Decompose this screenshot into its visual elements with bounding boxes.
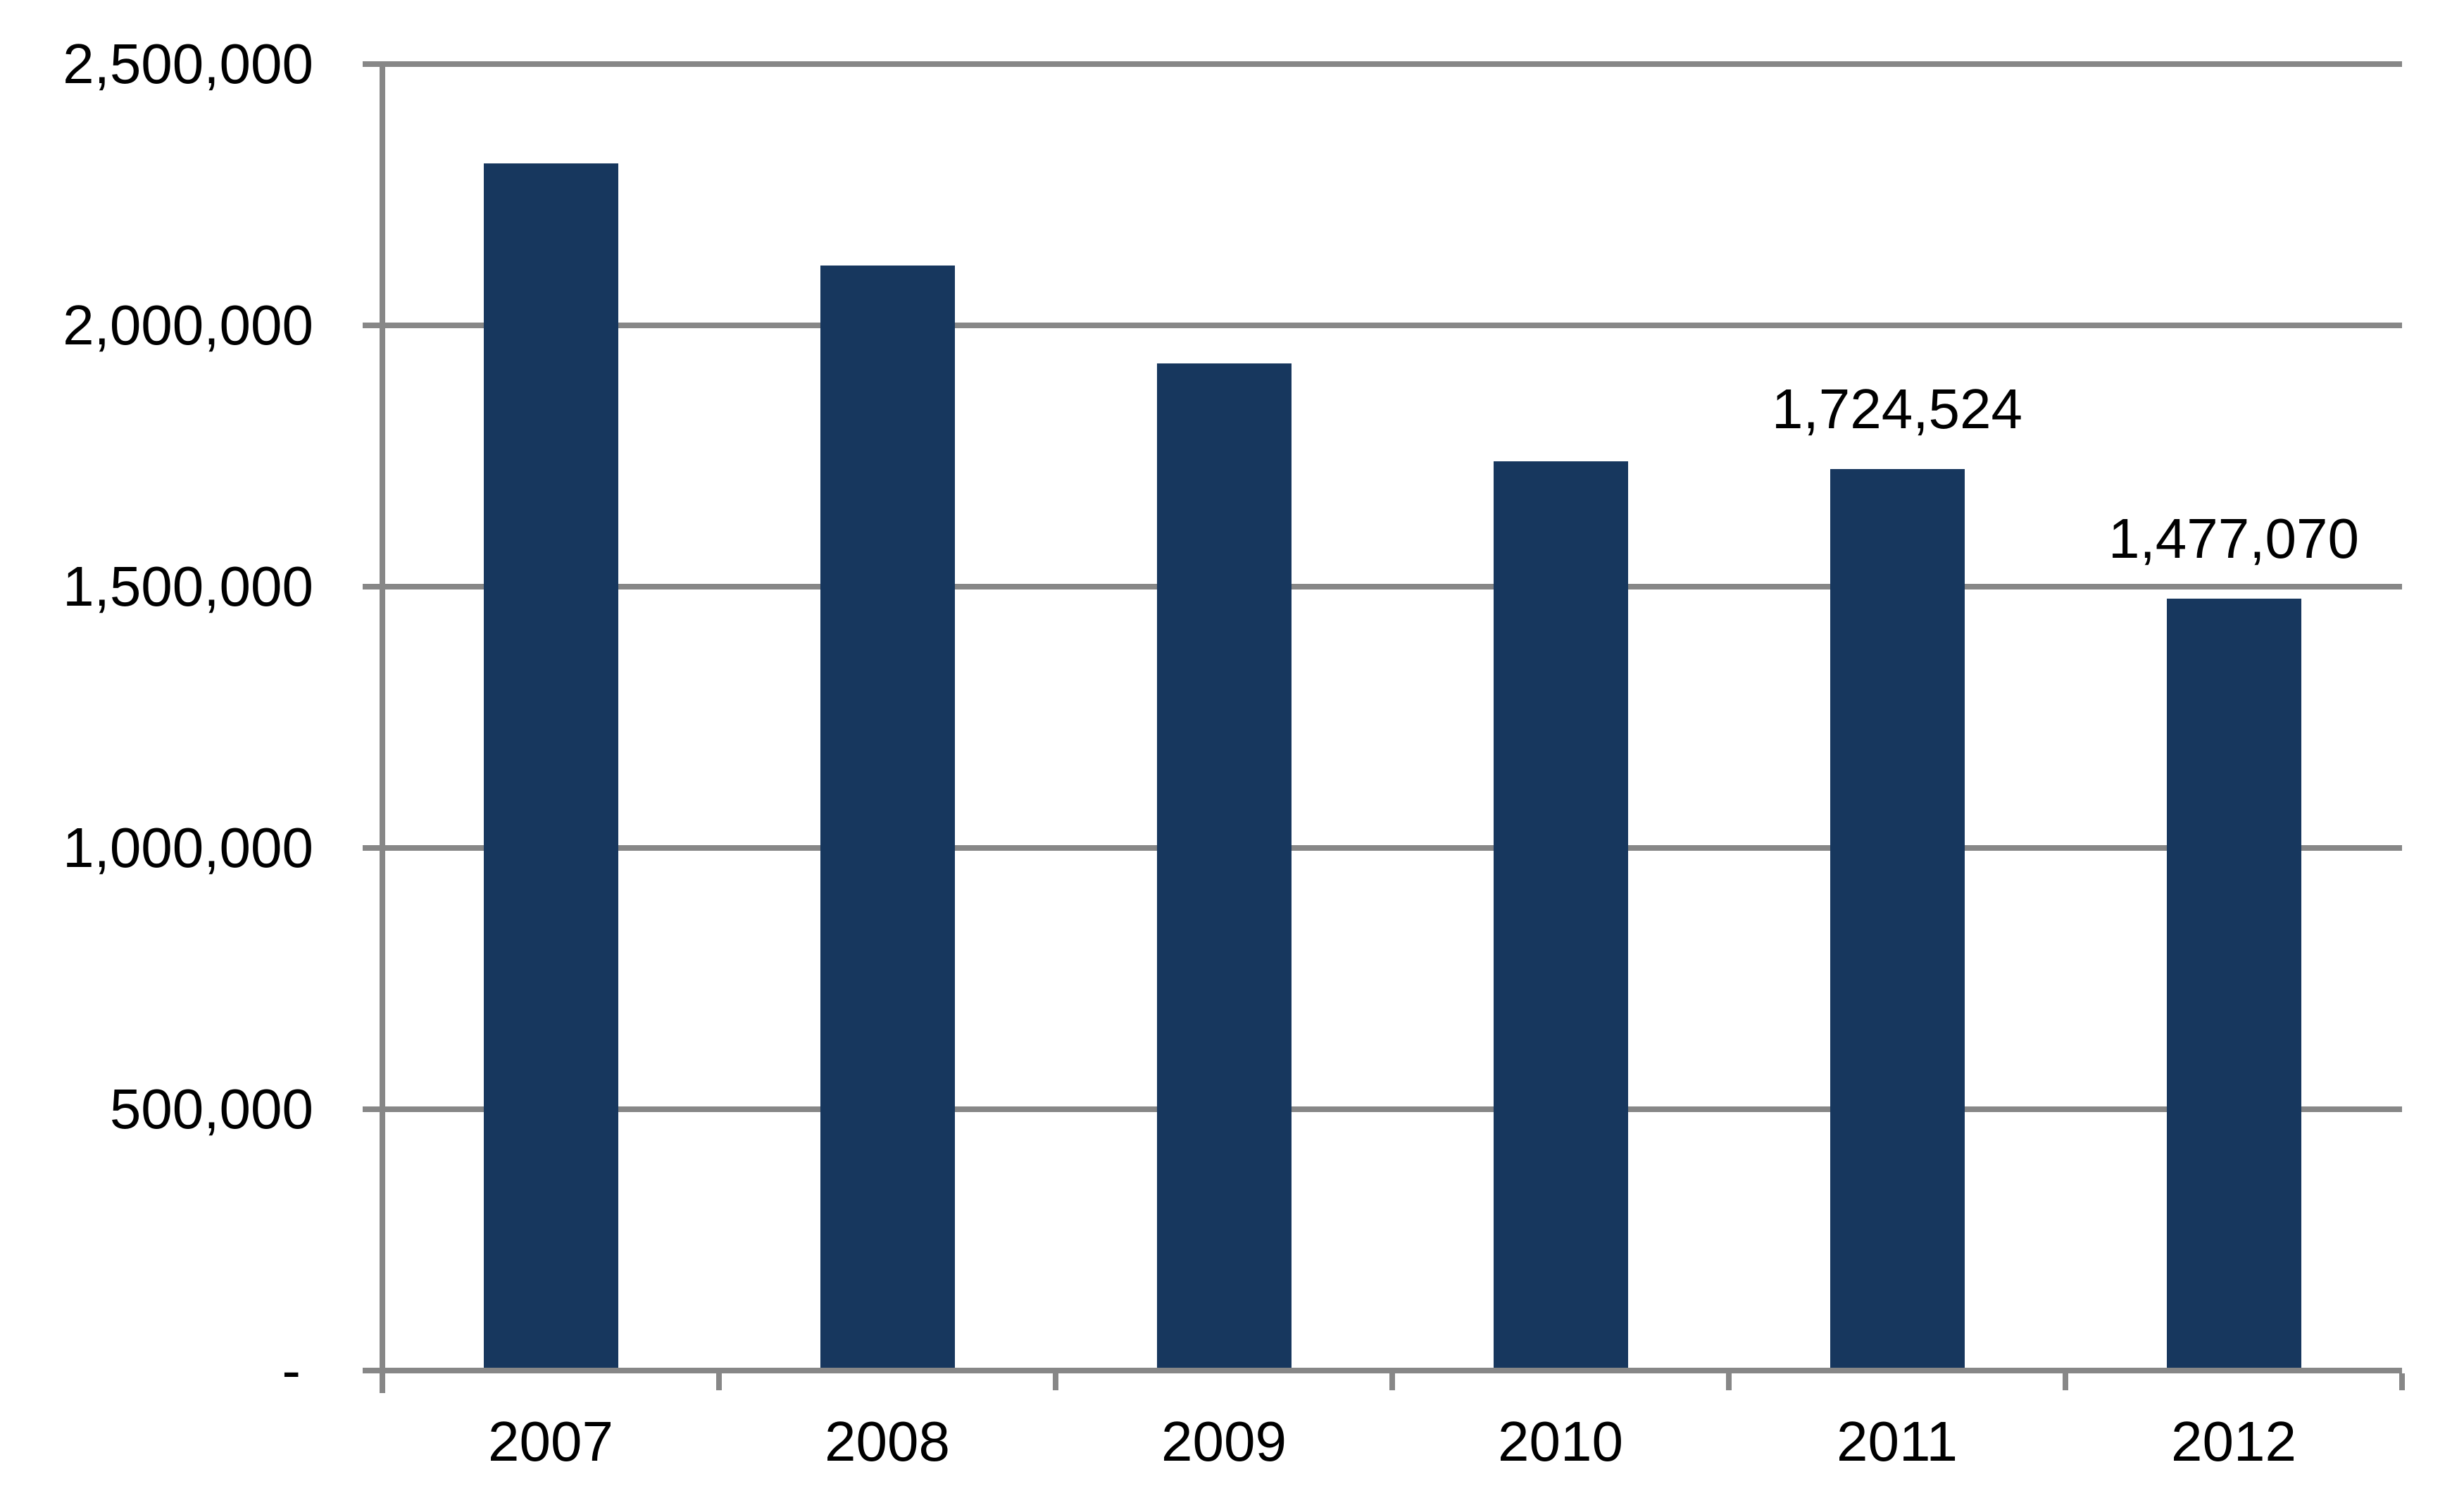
x-axis-tick <box>1053 1373 1058 1390</box>
x-tick-label: 2010 <box>1498 1410 1623 1473</box>
y-tick-label: 1,500,000 <box>63 555 313 618</box>
y-tick-label: 2,500,000 <box>63 32 313 95</box>
bar-2009 <box>1157 363 1292 1371</box>
x-tick-label: 2007 <box>488 1410 613 1473</box>
y-tick-label: 2,000,000 <box>63 294 313 356</box>
x-tick-label: 2009 <box>1161 1410 1287 1473</box>
x-tick-label: 2008 <box>825 1410 950 1473</box>
y-tick-label: - <box>282 1339 301 1402</box>
gridline <box>363 845 2402 851</box>
bar-2008 <box>820 266 955 1371</box>
bar-2010 <box>1494 461 1628 1371</box>
gridline <box>363 584 2402 589</box>
gridline <box>363 1106 2402 1112</box>
bar-2011 <box>1830 469 1965 1371</box>
x-tick-label: 2011 <box>1836 1410 1958 1473</box>
bar-data-label: 1,477,070 <box>2108 507 2359 570</box>
bar-data-label: 1,724,524 <box>1772 378 2022 440</box>
y-tick-label: 1,000,000 <box>63 816 313 879</box>
y-tick-label: 500,000 <box>109 1078 313 1140</box>
gridline <box>363 323 2402 328</box>
y-axis-line <box>380 61 385 1393</box>
x-axis-tick <box>1726 1373 1732 1390</box>
x-axis-tick <box>2063 1373 2068 1390</box>
bar-2012 <box>2167 599 2301 1371</box>
x-axis-line <box>363 1368 2402 1373</box>
x-axis-tick <box>1389 1373 1395 1390</box>
bar-2007 <box>484 163 618 1371</box>
x-axis-tick <box>380 1373 385 1390</box>
x-tick-label: 2012 <box>2171 1410 2296 1473</box>
gridline <box>363 61 2402 67</box>
x-axis-tick <box>2399 1373 2405 1390</box>
x-axis-tick <box>716 1373 722 1390</box>
